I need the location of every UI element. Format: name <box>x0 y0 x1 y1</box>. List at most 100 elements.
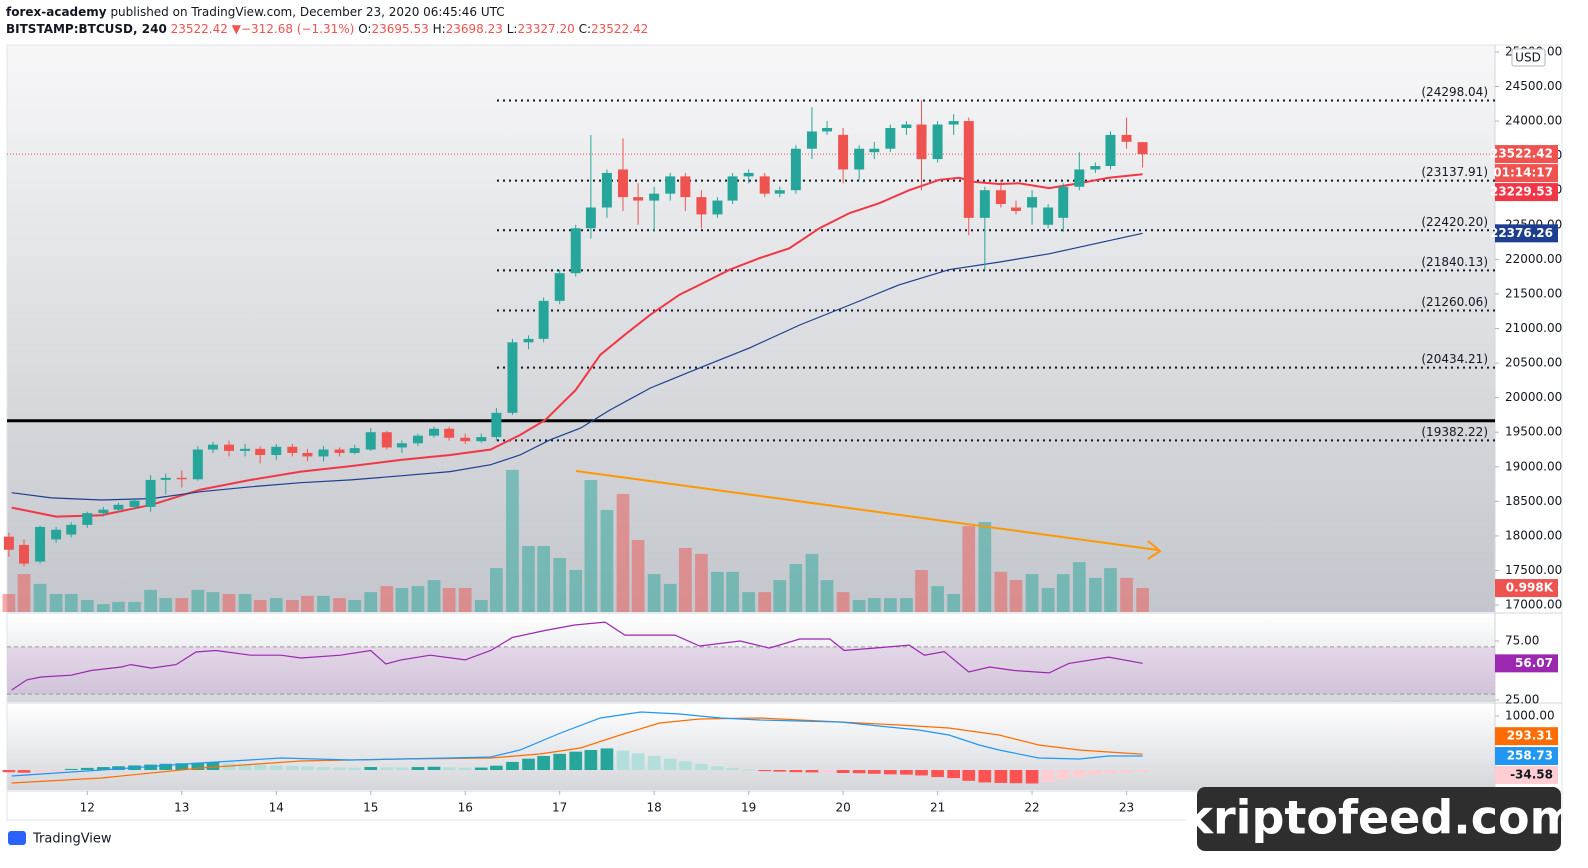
macd-histogram-bar <box>80 767 94 771</box>
rsi-band <box>7 646 1495 695</box>
published: published on TradingView.com, December 2… <box>110 5 505 19</box>
volume-bar <box>348 600 362 612</box>
volume-bar <box>962 526 976 612</box>
macd-histogram-bar <box>994 770 1008 783</box>
rsi-line <box>11 621 1143 691</box>
x-tick-label: 17 <box>552 801 567 815</box>
candle-body <box>806 131 817 149</box>
last-price-badge-bg <box>1495 145 1558 164</box>
x-tick-label: 18 <box>647 801 662 815</box>
macd-histogram-bar <box>931 770 944 778</box>
volume-bar <box>285 600 299 612</box>
candle-body <box>507 342 518 413</box>
volume-bar <box>678 547 692 612</box>
volume-bar <box>742 592 755 612</box>
volume-bar <box>553 558 567 612</box>
candle-body <box>665 176 676 194</box>
volume-bar <box>758 592 772 612</box>
macd-histogram-bar <box>695 764 708 771</box>
macd-histogram-bar <box>474 767 488 771</box>
volume-bar <box>1120 577 1133 612</box>
candle-body <box>995 190 1006 205</box>
macd-line <box>11 711 1143 777</box>
volume-bar <box>789 564 803 612</box>
volume-bar <box>836 592 850 612</box>
y-tick-label: 20500.00 <box>1505 356 1562 370</box>
volume-bar <box>773 580 787 612</box>
y-tick-label: 21000.00 <box>1505 321 1562 335</box>
macd-histogram-bar <box>364 767 378 771</box>
volume-bar <box>64 594 78 612</box>
macd-histogram-bar <box>17 770 31 773</box>
volume-bar <box>474 600 488 612</box>
volume-bar <box>726 571 739 612</box>
volume-bar <box>159 598 173 612</box>
volume-bar <box>1089 577 1102 612</box>
macd-histogram-bar <box>616 750 630 771</box>
macd-histogram-bar <box>758 770 772 772</box>
candle-body <box>633 197 644 201</box>
ohlc-value: 23698.23 <box>445 22 503 36</box>
candle-body <box>3 536 14 550</box>
candle-body <box>790 148 801 191</box>
y-tick-label: 17000.00 <box>1505 598 1562 612</box>
volume-bar <box>805 553 819 612</box>
macd-histogram-bar <box>1089 770 1102 775</box>
candle-body <box>66 524 77 535</box>
candle-body <box>869 148 880 153</box>
candle-body <box>318 449 329 457</box>
macd-histogram-bar <box>1072 770 1086 778</box>
currency-box <box>1511 48 1546 67</box>
x-tick-label: 22 <box>1024 801 1039 815</box>
candle-body <box>570 228 581 274</box>
ohlc-value: 23327.20 <box>517 22 575 36</box>
candle-body <box>224 444 235 451</box>
change-arrow: ▼ <box>231 22 241 36</box>
ohlc-key: L: <box>506 22 518 36</box>
macd-histogram-bar <box>269 765 283 771</box>
macd-histogram-bar <box>64 768 78 771</box>
macd-histogram-bar <box>1120 770 1133 773</box>
footer-brand: TradingView <box>32 832 112 847</box>
moving-average <box>11 173 1143 518</box>
candle-body <box>334 449 345 453</box>
volume-bar <box>569 570 583 612</box>
last-price: 23522.42 <box>170 22 228 36</box>
candle-body <box>948 121 959 125</box>
candle-body <box>396 443 407 448</box>
x-tick-label: 14 <box>269 801 284 815</box>
volume-bar <box>852 600 866 612</box>
macd-signal-line <box>11 717 1143 784</box>
candle-body <box>854 148 865 170</box>
candle-body <box>727 176 738 201</box>
macd-histogram-bar <box>175 763 189 771</box>
candle-body <box>476 437 487 442</box>
candle-body <box>349 448 360 453</box>
volume-bar <box>49 594 63 612</box>
candle-body <box>1137 142 1148 155</box>
macd-histogram-bar <box>348 767 362 771</box>
candle-body <box>51 529 62 540</box>
moving-average <box>11 232 1143 501</box>
macd-histogram-bar <box>317 767 330 771</box>
volume-bar <box>584 480 598 612</box>
x-tick-label: 13 <box>174 801 189 815</box>
macd-histogram-bar <box>553 753 567 771</box>
y-tick-label: 21500.00 <box>1505 286 1562 300</box>
macd-histogram-bar <box>663 758 677 771</box>
candle-body <box>35 526 46 562</box>
volume-bar <box>2 594 16 612</box>
volume-bar <box>1009 580 1023 612</box>
ohlc-key: C: <box>578 22 591 36</box>
ma-badge-bg <box>1495 183 1558 202</box>
level-label: (24298.04) <box>1421 85 1488 99</box>
macd-tick-label: 1000.00 <box>1505 708 1555 722</box>
candle-body <box>901 124 912 128</box>
x-tick-label: 19 <box>741 801 756 815</box>
volume-bar <box>616 493 630 612</box>
symbol: BITSTAMP:BTCUSD, 240 <box>6 22 167 36</box>
macd-histogram-bar <box>159 763 173 771</box>
macd-badge-bg <box>1495 747 1558 766</box>
candle-body <box>963 121 974 218</box>
